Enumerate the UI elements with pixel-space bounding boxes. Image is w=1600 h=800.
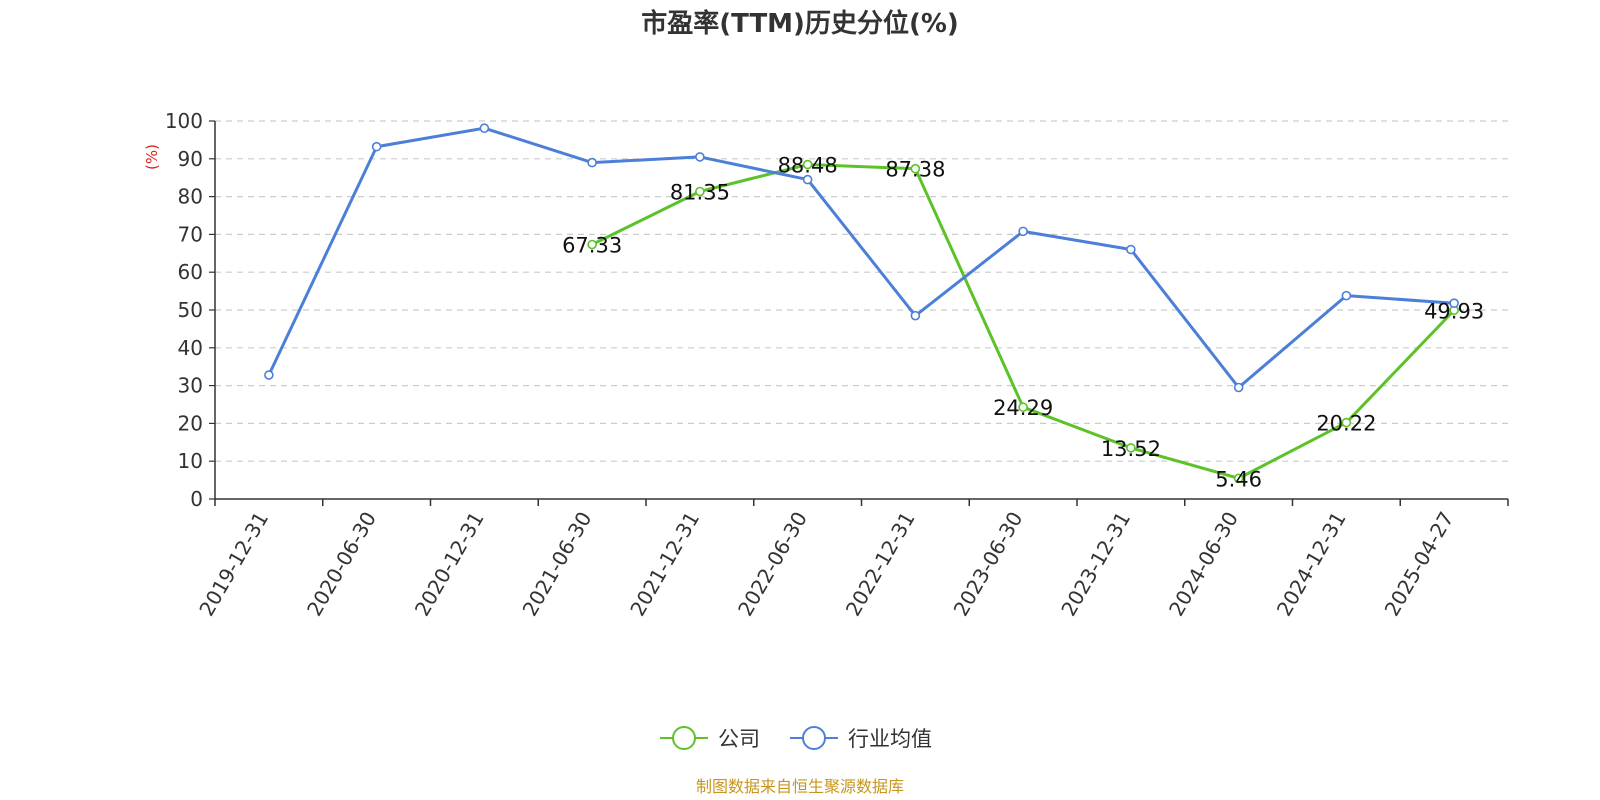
y-tick-label: 80 xyxy=(178,185,203,209)
series-line-1 xyxy=(267,126,1455,389)
data-point[interactable] xyxy=(479,123,490,133)
data-point[interactable] xyxy=(910,310,921,321)
data-point[interactable] xyxy=(802,174,813,185)
data-point[interactable] xyxy=(1018,402,1028,412)
grid-lines xyxy=(215,120,1508,462)
data-point[interactable] xyxy=(1126,443,1136,453)
legend-marker xyxy=(802,726,826,750)
y-tick-label: 60 xyxy=(178,260,203,284)
x-tick-label: 2023-12-31 xyxy=(1056,508,1135,621)
legend-item-1[interactable]: 行业均值 xyxy=(790,726,932,751)
legend-marker xyxy=(672,726,696,750)
data-label: 81.35 xyxy=(670,180,730,204)
y-tick-label: 50 xyxy=(178,298,203,322)
data-label: 20.22 xyxy=(1316,412,1376,436)
data-label: 13.52 xyxy=(1101,437,1161,461)
x-tick-label: 2020-06-30 xyxy=(302,508,381,621)
y-tick-labels: 0 10 20 30 40 50 60 70 80 90 100 xyxy=(165,109,203,511)
legend-item-0[interactable]: 公司 xyxy=(660,726,760,751)
data-label: 5.46 xyxy=(1215,467,1262,491)
data-label: 67.33 xyxy=(562,233,622,257)
data-point[interactable] xyxy=(587,157,597,168)
y-tick-label: 20 xyxy=(178,411,203,435)
data-label: 24.29 xyxy=(993,396,1053,420)
data-point[interactable] xyxy=(264,370,274,380)
x-tick-label: 2024-12-31 xyxy=(1272,508,1351,621)
y-tick-label: 30 xyxy=(178,374,203,398)
data-point[interactable] xyxy=(587,239,597,250)
data-point[interactable] xyxy=(1449,298,1459,308)
data-point[interactable] xyxy=(1341,417,1352,428)
chart-title: 市盈率(TTM)历史分位(%) xyxy=(641,8,959,39)
legend-label: 公司 xyxy=(718,727,760,751)
x-tick-label: 2022-06-30 xyxy=(733,508,812,621)
y-tick-label: 10 xyxy=(178,449,203,473)
x-tick-label: 2021-06-30 xyxy=(518,508,597,621)
y-tick-label: 90 xyxy=(178,147,203,171)
data-label: 88.48 xyxy=(778,154,838,178)
y-tick-label: 0 xyxy=(190,487,203,511)
x-tick-label: 2023-06-30 xyxy=(949,508,1028,621)
data-label: 49.93 xyxy=(1424,299,1484,323)
data-point[interactable] xyxy=(1341,290,1352,301)
x-tick-label: 2025-04-27 xyxy=(1380,508,1459,621)
x-tick-label: 2024-06-30 xyxy=(1164,508,1243,621)
y-tick-label: 100 xyxy=(165,109,203,133)
x-tick-label: 2020-12-31 xyxy=(410,508,489,621)
axes xyxy=(209,120,1509,506)
data-point[interactable] xyxy=(1126,244,1136,255)
y-axis-unit: (%) xyxy=(143,144,161,170)
data-point[interactable] xyxy=(1233,382,1244,393)
source-note: 制图数据来自恒生聚源数据库 xyxy=(696,777,904,796)
data-label: 87.38 xyxy=(885,158,945,182)
data-point[interactable] xyxy=(802,159,813,170)
series-lines xyxy=(264,123,1459,484)
x-tick-labels: 2019-12-31 2020-06-30 2020-12-31 2021-06-30… xyxy=(194,508,1458,621)
y-tick-label: 40 xyxy=(178,336,203,360)
x-tick-label: 2022-12-31 xyxy=(841,508,920,621)
y-tick-label: 70 xyxy=(178,222,203,246)
data-point[interactable] xyxy=(1018,226,1028,237)
data-point[interactable] xyxy=(695,186,705,197)
data-point[interactable] xyxy=(695,152,705,162)
legend[interactable]: 公司 行业均值 xyxy=(660,726,932,751)
x-tick-label: 2019-12-31 xyxy=(194,508,273,621)
data-labels: 67.33 81.35 88.48 87.38 24.29 13.52 5.46 20.22 4… xyxy=(562,154,1484,492)
legend-label: 行业均值 xyxy=(848,727,932,751)
x-tick-label: 2021-12-31 xyxy=(625,508,704,621)
data-point[interactable] xyxy=(910,163,921,174)
data-point[interactable] xyxy=(371,141,382,152)
data-point[interactable] xyxy=(1233,473,1244,484)
